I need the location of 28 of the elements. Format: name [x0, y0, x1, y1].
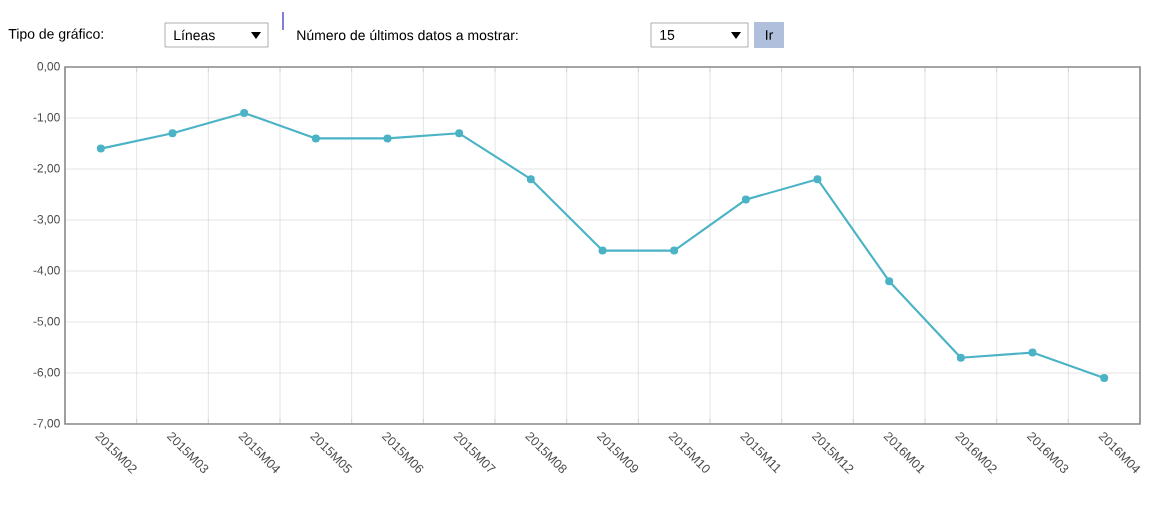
point [455, 129, 464, 138]
point [885, 277, 894, 286]
y-tick-label: -4,00 [33, 266, 60, 276]
y-tick-label: -5,00 [33, 317, 60, 327]
point [813, 175, 822, 184]
y-tick-label: -3,00 [33, 215, 60, 225]
point [1028, 348, 1037, 357]
point [383, 134, 392, 143]
text: Ir [766, 30, 774, 40]
point [1100, 374, 1109, 383]
point [240, 108, 249, 117]
y-tick-label: -7,00 [33, 419, 60, 429]
point [168, 129, 177, 138]
text: Líneas [174, 29, 215, 41]
point [670, 246, 679, 255]
point [956, 353, 965, 362]
point [598, 246, 607, 255]
point [526, 175, 535, 184]
y-tick-label: -2,00 [33, 164, 60, 174]
point [311, 134, 320, 143]
y-tick-label: -6,00 [33, 368, 60, 378]
y-tick-label: 0,00 [37, 62, 60, 72]
y-tick-label: -1,00 [33, 113, 60, 123]
text: Tipo de gráfico: [8, 28, 103, 42]
point [741, 195, 750, 204]
text: Número de últimos datos a mostrar: [297, 29, 518, 41]
text: 15 [660, 30, 675, 40]
point [96, 144, 105, 153]
